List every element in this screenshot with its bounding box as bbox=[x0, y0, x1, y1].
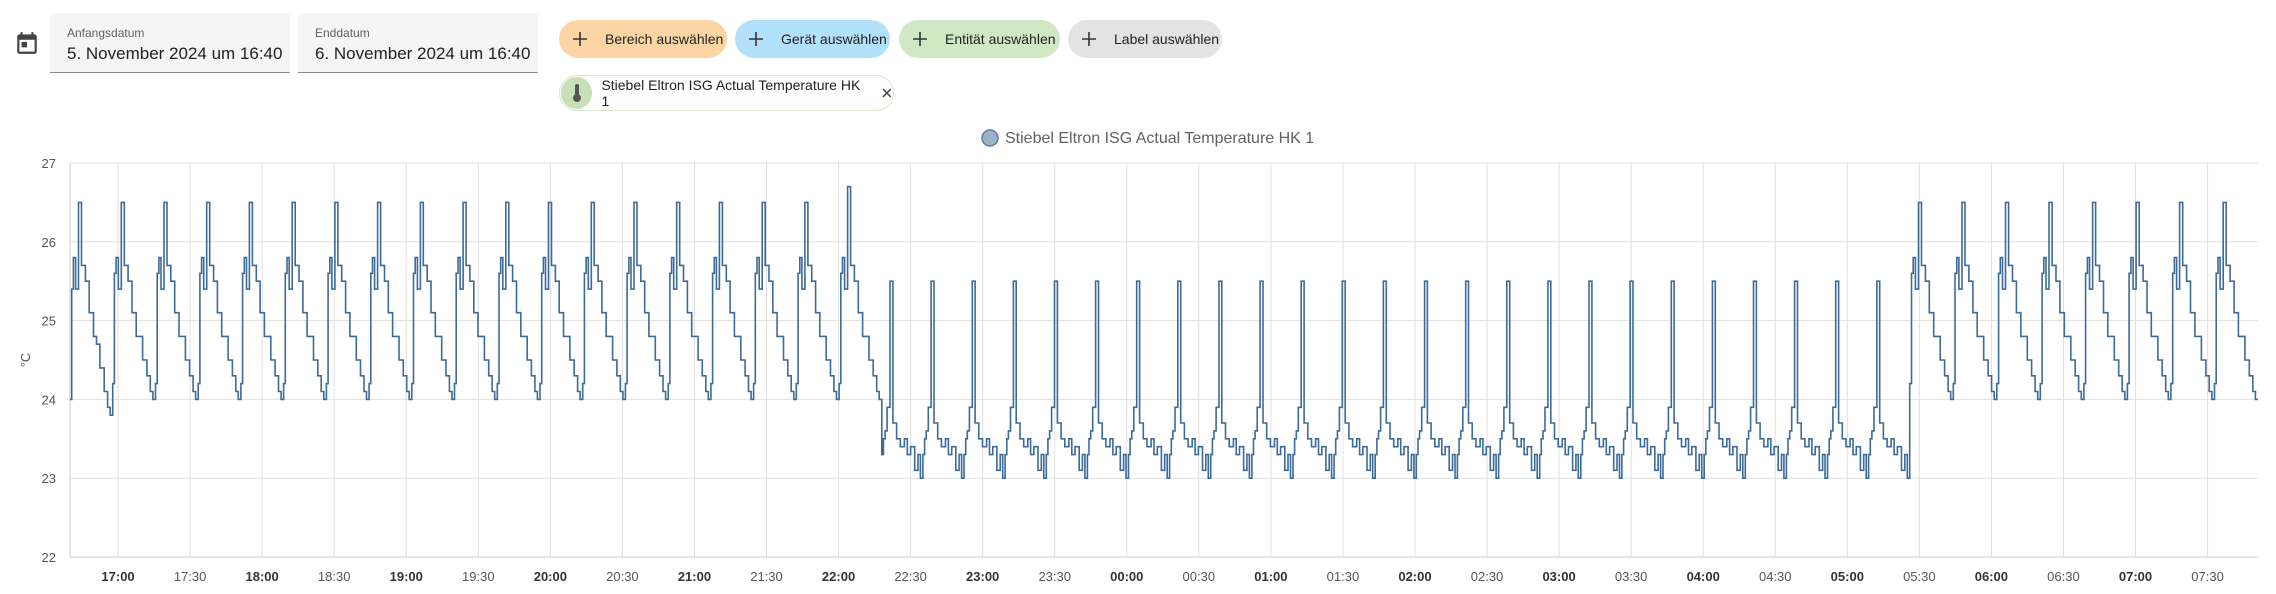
x-tick-label: 03:00 bbox=[1542, 569, 1575, 584]
x-tick-label: 04:00 bbox=[1687, 569, 1720, 584]
y-tick-label: 22 bbox=[42, 550, 56, 565]
selected-entity-chip[interactable]: Stiebel Eltron ISG Actual Temperature HK… bbox=[559, 75, 894, 111]
history-chart: 22 23 24 25 26 27 17:00 17:30 18:00 18:30 19:00 19:… bbox=[18, 129, 2258, 584]
x-tick-label: 21:00 bbox=[678, 569, 711, 584]
start-date-field[interactable]: Anfangsdatum 5. November 2024 um 16:40 bbox=[50, 13, 290, 73]
x-tick-label: 07:00 bbox=[2119, 569, 2152, 584]
choose-label-label: Label auswählen bbox=[1114, 31, 1220, 47]
choose-label-button[interactable]: Label auswählen bbox=[1068, 20, 1222, 58]
choose-area-button[interactable]: Bereich auswählen bbox=[559, 20, 727, 58]
x-tick-label: 23:30 bbox=[1038, 569, 1071, 584]
end-date-label: Enddatum bbox=[315, 26, 370, 40]
start-date-value: 5. November 2024 um 16:40 bbox=[67, 44, 283, 63]
x-tick-label: 18:30 bbox=[318, 569, 351, 584]
x-tick-label: 22:30 bbox=[894, 569, 927, 584]
selected-entity-name: Stiebel Eltron ISG Actual Temperature HK… bbox=[601, 77, 861, 109]
y-tick-label: 23 bbox=[42, 471, 56, 486]
choose-area-label: Bereich auswählen bbox=[605, 31, 724, 47]
x-tick-label: 01:30 bbox=[1327, 569, 1360, 584]
x-tick-label: 07:30 bbox=[2191, 569, 2224, 584]
x-tick-label: 22:00 bbox=[822, 569, 855, 584]
x-tick-label: 20:00 bbox=[534, 569, 567, 584]
plus-icon bbox=[749, 32, 763, 46]
x-tick-label: 18:00 bbox=[246, 569, 279, 584]
y-tick-label: 24 bbox=[42, 392, 56, 407]
y-tick-label: 25 bbox=[42, 314, 56, 329]
calendar-icon[interactable] bbox=[14, 30, 40, 56]
x-tick-label: 19:00 bbox=[390, 569, 423, 584]
x-tick-label: 04:30 bbox=[1759, 569, 1792, 584]
x-tick-label: 17:00 bbox=[101, 569, 134, 584]
choose-entity-button[interactable]: Entität auswählen bbox=[899, 20, 1060, 58]
x-tick-label: 19:30 bbox=[462, 569, 495, 584]
legend-marker bbox=[981, 129, 999, 147]
plus-icon bbox=[1082, 32, 1096, 46]
plus-icon bbox=[913, 32, 927, 46]
y-tick-label: 26 bbox=[42, 235, 56, 250]
legend-series-name: Stiebel Eltron ISG Actual Temperature HK… bbox=[1005, 130, 1314, 147]
y-axis-label: °C bbox=[18, 353, 33, 368]
x-tick-label: 02:30 bbox=[1471, 569, 1504, 584]
x-tick-label: 05:30 bbox=[1903, 569, 1936, 584]
x-tick-label: 00:30 bbox=[1183, 569, 1216, 584]
x-tick-label: 06:30 bbox=[2047, 569, 2080, 584]
y-tick-label: 27 bbox=[42, 156, 56, 171]
x-tick-label: 01:00 bbox=[1254, 569, 1287, 584]
end-date-value: 6. November 2024 um 16:40 bbox=[315, 44, 531, 63]
choose-device-label: Gerät auswählen bbox=[781, 31, 887, 47]
x-tick-label: 03:30 bbox=[1615, 569, 1648, 584]
end-date-field[interactable]: Enddatum 6. November 2024 um 16:40 bbox=[298, 13, 538, 73]
choose-device-button[interactable]: Gerät auswählen bbox=[735, 20, 890, 58]
start-date-label: Anfangsdatum bbox=[67, 26, 145, 40]
remove-entity-icon[interactable] bbox=[881, 87, 893, 99]
plus-icon bbox=[573, 32, 587, 46]
choose-entity-label: Entität auswählen bbox=[945, 31, 1056, 47]
x-tick-label: 21:30 bbox=[750, 569, 783, 584]
x-tick-label: 20:30 bbox=[606, 569, 639, 584]
x-tick-label: 00:00 bbox=[1110, 569, 1143, 584]
x-tick-label: 17:30 bbox=[174, 569, 207, 584]
x-tick-label: 05:00 bbox=[1831, 569, 1864, 584]
x-tick-label: 23:00 bbox=[966, 569, 999, 584]
x-tick-label: 06:00 bbox=[1975, 569, 2008, 584]
thermometer-icon bbox=[561, 77, 593, 109]
temperature-series-line bbox=[70, 185, 2258, 479]
x-tick-label: 02:00 bbox=[1398, 569, 1431, 584]
